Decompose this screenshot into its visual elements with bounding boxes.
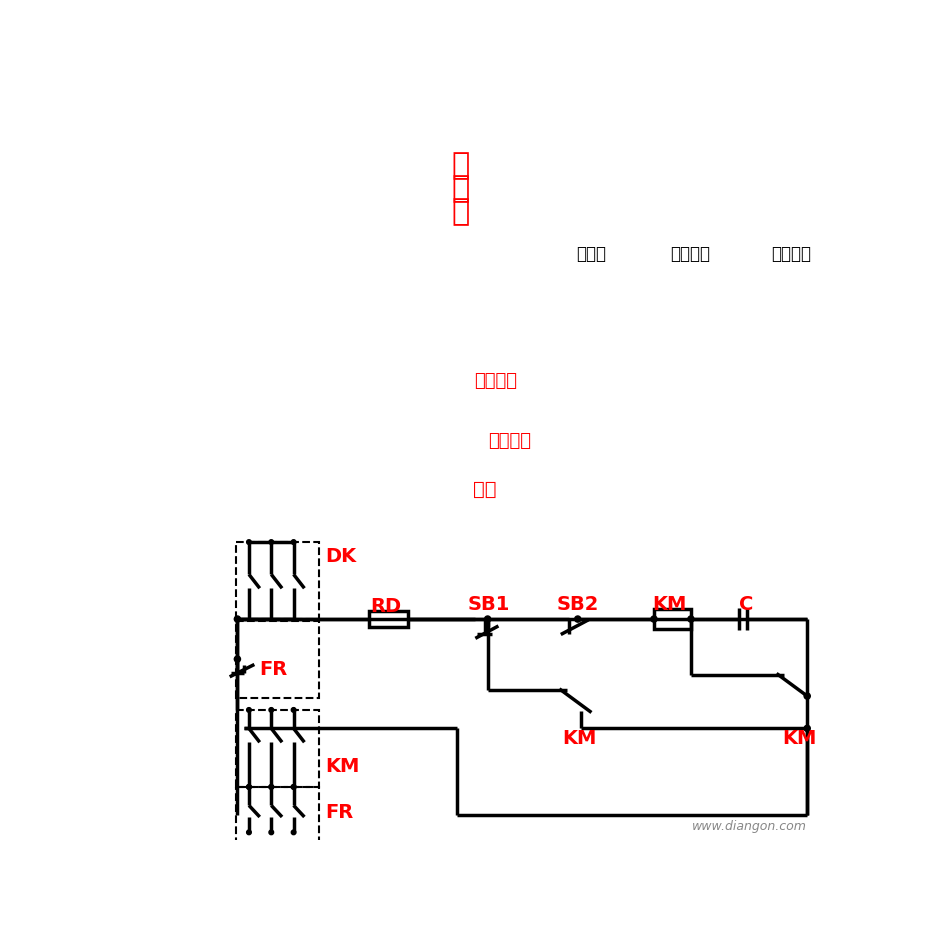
Circle shape [292,784,295,789]
Circle shape [246,830,251,834]
Circle shape [269,830,274,834]
Text: 器: 器 [451,197,470,227]
Text: 启动按钮: 启动按钮 [771,244,811,262]
Circle shape [269,784,274,789]
Bar [654,610,691,630]
Circle shape [292,830,295,834]
Circle shape [651,616,657,622]
Text: 路: 路 [451,175,470,203]
Text: FR: FR [259,659,287,678]
Circle shape [246,784,251,789]
Bar [236,710,319,787]
Circle shape [292,784,295,789]
Circle shape [575,616,581,622]
Circle shape [269,540,274,545]
Bar [236,543,319,619]
Circle shape [234,616,241,622]
Circle shape [246,708,251,713]
Text: FR: FR [325,802,353,821]
Text: KM: KM [783,729,817,748]
Text: DK: DK [325,546,356,565]
Circle shape [292,540,295,545]
Text: SB2: SB2 [556,595,598,614]
Text: KM: KM [652,595,687,614]
Text: RD: RD [371,596,402,615]
Text: 断: 断 [451,151,470,180]
Text: C: C [739,595,754,614]
Text: KM: KM [563,729,597,748]
Circle shape [804,693,810,700]
Circle shape [246,784,251,789]
Circle shape [688,616,694,622]
Text: 负载: 负载 [473,480,497,498]
Bar [236,621,319,698]
Text: 熔断器: 熔断器 [576,244,606,262]
Bar [369,612,408,627]
Bar [236,787,319,849]
Text: 热继电器: 热继电器 [488,431,531,449]
Circle shape [234,656,241,663]
Circle shape [246,540,251,545]
Text: SB1: SB1 [467,595,510,614]
Circle shape [292,708,295,713]
Text: www.diangon.com: www.diangon.com [692,819,807,833]
Text: KM: KM [325,756,360,775]
Text: 停止按钮: 停止按钮 [670,244,710,262]
Circle shape [269,708,274,713]
Circle shape [484,616,491,622]
Circle shape [269,784,274,789]
Text: 常开触点: 常开触点 [475,372,517,390]
Circle shape [804,726,810,732]
